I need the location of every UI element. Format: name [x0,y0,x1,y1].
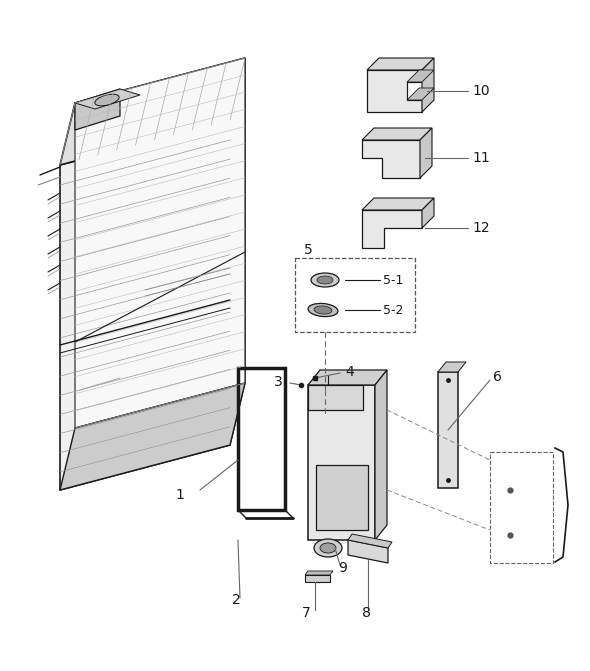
Polygon shape [305,575,330,582]
Polygon shape [420,128,432,178]
Polygon shape [362,198,434,210]
Text: 8: 8 [362,606,371,620]
Ellipse shape [317,276,333,284]
Polygon shape [308,385,363,410]
Text: 2: 2 [232,593,241,607]
Ellipse shape [311,273,339,287]
Ellipse shape [320,543,336,553]
Ellipse shape [314,539,342,557]
Polygon shape [362,140,420,178]
Polygon shape [407,70,434,82]
Polygon shape [367,58,434,70]
Polygon shape [305,571,333,575]
Polygon shape [422,198,434,228]
Ellipse shape [95,94,119,106]
Polygon shape [348,534,392,548]
Text: 11: 11 [472,151,490,165]
Polygon shape [60,383,245,490]
Text: 7: 7 [302,606,311,620]
Text: 6: 6 [493,370,502,384]
Bar [316,465,368,530]
Bar [295,258,415,332]
Polygon shape [230,58,245,445]
Text: 5-1: 5-1 [383,274,404,287]
Polygon shape [348,540,388,563]
Bar [490,452,553,563]
Polygon shape [438,362,466,372]
Polygon shape [75,58,245,428]
Polygon shape [438,372,458,488]
Polygon shape [75,89,140,109]
Text: 10: 10 [472,84,490,98]
Polygon shape [407,88,434,100]
Ellipse shape [308,303,338,317]
Polygon shape [362,210,422,248]
Text: 9: 9 [338,561,347,575]
Text: 12: 12 [472,221,490,235]
Polygon shape [308,370,387,385]
Polygon shape [75,89,120,130]
Text: 5: 5 [304,243,313,257]
Polygon shape [375,370,387,540]
Polygon shape [60,58,245,165]
Polygon shape [367,70,422,112]
Text: 4: 4 [345,365,354,379]
Text: 1: 1 [175,488,184,502]
Text: 3: 3 [274,375,283,389]
Polygon shape [308,385,375,540]
Text: 5-2: 5-2 [383,303,404,317]
Polygon shape [60,120,230,490]
Ellipse shape [314,306,332,314]
Polygon shape [362,128,432,140]
Polygon shape [422,58,434,112]
